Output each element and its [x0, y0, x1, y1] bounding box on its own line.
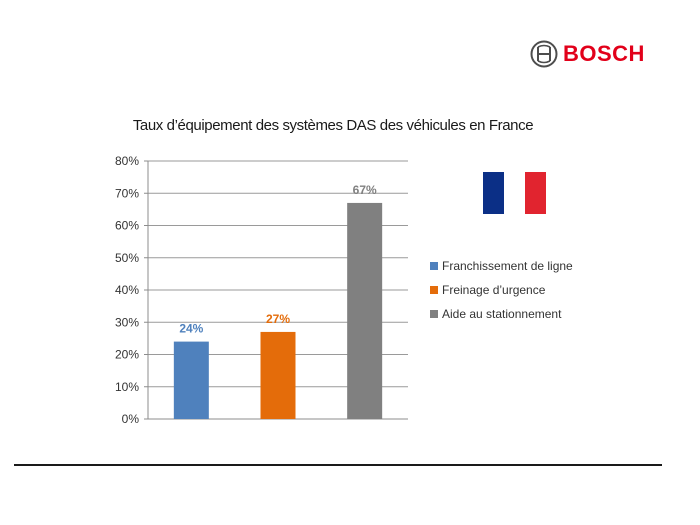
- data-label: 27%: [266, 312, 290, 326]
- footer-divider: [14, 464, 662, 466]
- bar: [347, 202, 383, 419]
- legend-swatch: [430, 286, 438, 294]
- y-tick-label: 30%: [115, 315, 139, 329]
- legend-label: Aide au stationnement: [442, 307, 562, 321]
- y-tick-label: 70%: [115, 186, 139, 200]
- chart-title: Taux d’équipement des systèmes DAS des v…: [132, 117, 534, 134]
- y-tick-label: 20%: [115, 348, 139, 362]
- bar: [260, 331, 296, 419]
- y-tick-label: 80%: [115, 154, 139, 168]
- y-tick-label: 40%: [115, 283, 139, 297]
- y-tick-label: 50%: [115, 251, 139, 265]
- legend-swatch: [430, 262, 438, 270]
- bar: [173, 341, 209, 419]
- data-label: 24%: [179, 322, 203, 336]
- legend-item: Freinage d’urgence: [430, 282, 573, 298]
- brand-name: BOSCH: [563, 41, 645, 66]
- legend-label: Freinage d’urgence: [442, 283, 546, 297]
- france-flag-icon: [483, 172, 546, 214]
- y-tick-label: 60%: [115, 219, 139, 233]
- y-tick-label: 0%: [122, 412, 140, 426]
- chart-legend: Franchissement de ligne Freinage d’urgen…: [430, 258, 573, 330]
- flag-stripe-red: [525, 172, 546, 214]
- flag-stripe-blue: [483, 172, 504, 214]
- data-label: 67%: [353, 183, 377, 197]
- flag-stripe-white: [504, 172, 525, 214]
- legend-item: Aide au stationnement: [430, 306, 573, 322]
- legend-swatch: [430, 310, 438, 318]
- bosch-armature-icon: [530, 40, 558, 68]
- y-tick-label: 10%: [115, 380, 139, 394]
- legend-label: Franchissement de ligne: [442, 259, 573, 273]
- brand-logo: BOSCH: [530, 40, 645, 68]
- legend-item: Franchissement de ligne: [430, 258, 573, 274]
